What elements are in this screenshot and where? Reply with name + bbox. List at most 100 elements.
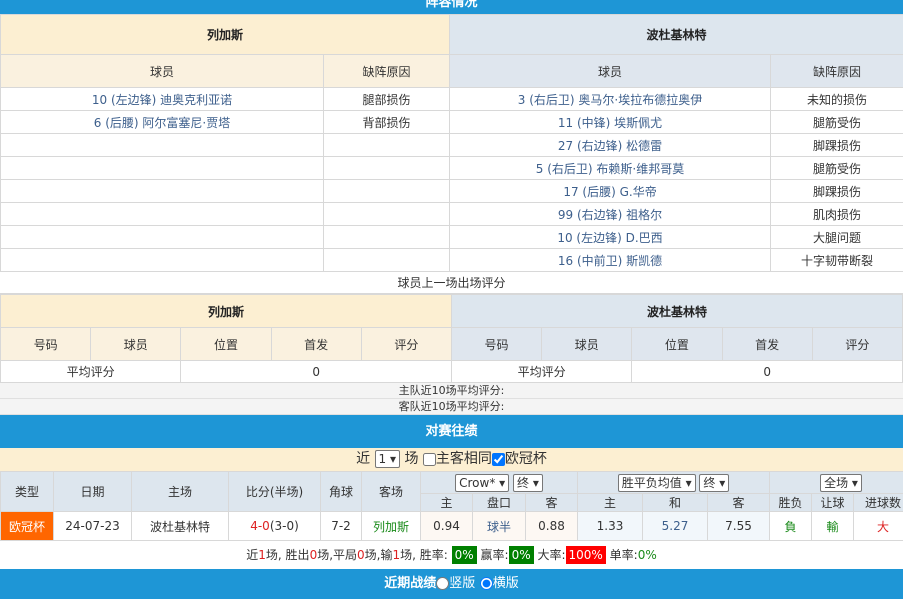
home-team-header: 列加斯: [1, 295, 452, 328]
same-home-away-label: 主客相同: [436, 451, 492, 467]
match-date: 24-07-23: [54, 512, 132, 541]
away-player[interactable]: 3 (右后卫) 奥马尔·埃拉布德拉奥伊: [450, 88, 771, 111]
home-reason: [324, 157, 450, 180]
near-label: 近: [356, 451, 370, 467]
hdr-corner: 角球: [321, 472, 362, 512]
injury-table: 列加斯波杜基林特 球员缺阵原因球员缺阵原因 10 (左边锋) 迪奥克利亚诺腿部损…: [0, 14, 903, 272]
horizontal-radio[interactable]: [480, 577, 493, 590]
home-reason: 背部损伤: [324, 111, 450, 134]
hdr-home: 主场: [132, 472, 229, 512]
hdr-line: 盘口: [473, 494, 526, 512]
h2h-table: 类型 日期 主场 比分(半场) 角球 客场 Crow* ▾ 终 ▾ 胜平负均值 …: [0, 471, 903, 541]
avg-label: 平均评分: [1, 361, 181, 383]
hdr-away: 客场: [362, 472, 421, 512]
away-player[interactable]: 5 (右后卫) 布赖斯·维邦哥莫: [450, 157, 771, 180]
rating-col: 评分: [812, 328, 902, 361]
match-home[interactable]: 波杜基林特: [132, 512, 229, 541]
away-reason: 肌肉损伤: [771, 203, 903, 226]
home-player[interactable]: 10 (左边锋) 迪奥克利亚诺: [1, 88, 324, 111]
result-wl: 負: [770, 512, 812, 541]
rating-col: 球员: [542, 328, 632, 361]
rating-col: 首发: [722, 328, 812, 361]
away-player[interactable]: 99 (右边锋) 祖格尔: [450, 203, 771, 226]
rating-col: 球员: [91, 328, 181, 361]
same-home-away-checkbox[interactable]: [423, 453, 436, 466]
win-rate-badge: 0%: [452, 546, 477, 564]
recent-title: 近期战绩: [384, 576, 436, 591]
col-player: 球员: [450, 55, 771, 88]
away-recent-rating: 客队近10场平均评分:: [0, 399, 903, 415]
home-reason: [324, 249, 450, 272]
odds-h: 0.94: [421, 512, 473, 541]
home-team-header: 列加斯: [1, 15, 450, 55]
match-corner: 7-2: [321, 512, 362, 541]
home-player: [1, 180, 324, 203]
rating-col: 位置: [632, 328, 722, 361]
h2h-summary: 近1场, 胜出0场,平局0场,输1场, 胜率: 0% 赢率:0% 大率:100%…: [0, 541, 903, 569]
away-player[interactable]: 17 (后腰) G.华帝: [450, 180, 771, 203]
hdr-score: 比分(半场): [229, 472, 321, 512]
rating-col: 首发: [271, 328, 361, 361]
vertical-label: 竖版: [449, 576, 475, 591]
away-team-header: 波杜基林特: [450, 15, 903, 55]
col-player: 球员: [1, 55, 324, 88]
table-row: 欧冠杯 24-07-23 波杜基林特 4-0(3-0) 7-2 列加斯 0.94…: [1, 512, 903, 541]
table-row: 10 (左边锋) D.巴西大腿问题: [1, 226, 903, 249]
match-count-select[interactable]: 1 ▾: [375, 450, 400, 468]
hdr-h2: 主: [578, 494, 643, 512]
home-reason: [324, 203, 450, 226]
scope-select[interactable]: 全场 ▾: [820, 474, 862, 492]
hdr-hc: 让球: [812, 494, 854, 512]
home-player: [1, 157, 324, 180]
odds-a2: 7.55: [708, 512, 770, 541]
table-row: 27 (右边锋) 松德雷脚踝损伤: [1, 134, 903, 157]
home-reason: 腿部损伤: [324, 88, 450, 111]
odd-rate: 0%: [638, 548, 657, 562]
odds-d: 5.27: [643, 512, 708, 541]
home-player[interactable]: 6 (后腰) 阿尔富塞尼·贾塔: [1, 111, 324, 134]
away-player[interactable]: 10 (左边锋) D.巴西: [450, 226, 771, 249]
away-team-header: 波杜基林特: [451, 295, 902, 328]
away-player[interactable]: 16 (中前卫) 斯凯德: [450, 249, 771, 272]
odds-type-select[interactable]: 胜平负均值 ▾: [618, 474, 696, 492]
home-reason: [324, 134, 450, 157]
home-player: [1, 134, 324, 157]
rating-title: 球员上一场出场评分: [0, 272, 903, 294]
match-away[interactable]: 列加斯: [362, 512, 421, 541]
odds-line: 球半: [473, 512, 526, 541]
league-checkbox[interactable]: [492, 453, 505, 466]
rating-col: 位置: [181, 328, 271, 361]
lineup-title: 阵容情况: [425, 0, 477, 10]
home-player: [1, 249, 324, 272]
odds-h2: 1.33: [578, 512, 643, 541]
end-select[interactable]: 终 ▾: [513, 474, 543, 492]
lineup-title-bar: 阵容情况: [0, 0, 903, 14]
h2h-filter: 近 1 ▾ 场 主客相同欧冠杯: [0, 448, 903, 471]
result-hc: 輸: [812, 512, 854, 541]
end-select-2[interactable]: 终 ▾: [699, 474, 729, 492]
away-reason: 脚踝损伤: [771, 134, 903, 157]
hdr-wl: 胜负: [770, 494, 812, 512]
hdr-type: 类型: [1, 472, 54, 512]
rating-col: 号码: [451, 328, 541, 361]
hdr-d: 和: [643, 494, 708, 512]
match-type[interactable]: 欧冠杯: [1, 512, 54, 541]
table-row: 99 (右边锋) 祖格尔肌肉损伤: [1, 203, 903, 226]
away-reason: 腿筋受伤: [771, 157, 903, 180]
away-reason: 腿筋受伤: [771, 111, 903, 134]
match-score[interactable]: 4-0(3-0): [229, 512, 321, 541]
away-player[interactable]: 27 (右边锋) 松德雷: [450, 134, 771, 157]
away-avg: 0: [632, 361, 903, 383]
big-rate-badge: 100%: [566, 546, 606, 564]
hdr-date: 日期: [54, 472, 132, 512]
vertical-radio[interactable]: [436, 577, 449, 590]
hdr-a2: 客: [708, 494, 770, 512]
away-player[interactable]: 11 (中锋) 埃斯佩尤: [450, 111, 771, 134]
hdr-a: 客: [526, 494, 578, 512]
company-select[interactable]: Crow* ▾: [455, 474, 509, 492]
table-row: 16 (中前卫) 斯凯德十字韧带断裂: [1, 249, 903, 272]
avg-label: 平均评分: [451, 361, 631, 383]
